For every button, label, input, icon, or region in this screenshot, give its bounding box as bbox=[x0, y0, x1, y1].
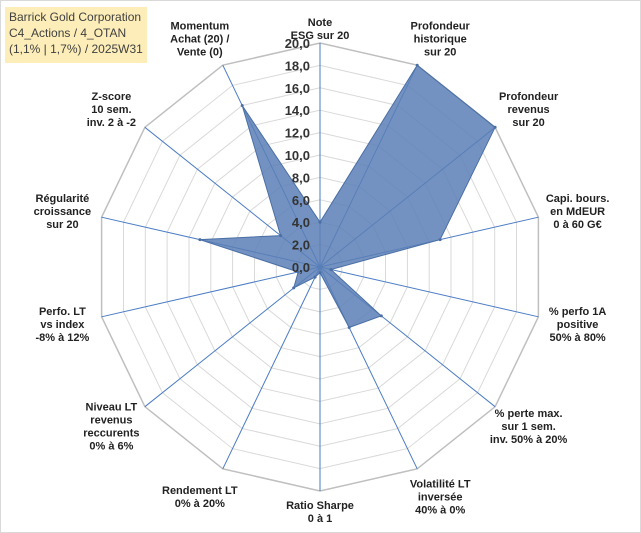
axis-label-1-2: sur 20 bbox=[424, 47, 456, 59]
data-point-8 bbox=[313, 275, 317, 279]
data-point-12 bbox=[279, 234, 283, 238]
axis-spoke-10 bbox=[101, 266, 321, 318]
axis-label-12-1: 10 sem. bbox=[91, 104, 131, 116]
tick-label-0: 0,0 bbox=[292, 260, 310, 275]
tick-label-2: 4,0 bbox=[292, 215, 310, 230]
data-point-2 bbox=[493, 125, 497, 129]
axis-label-6-0: Volatilité LT bbox=[410, 478, 471, 490]
axis-label-5-1: sur 1 sem. bbox=[501, 421, 555, 433]
axis-label-12-0: Z-score bbox=[92, 91, 132, 103]
axis-label-4-2: 50% à 80% bbox=[549, 332, 605, 344]
axis-label-13-1: Achat (20) / bbox=[170, 34, 229, 46]
axis-label-0-0: Note bbox=[308, 17, 332, 29]
chart-title-box: Barrick Gold Corporation C4_Actions / 4_… bbox=[5, 7, 147, 63]
tick-label-3: 6,0 bbox=[292, 193, 310, 208]
tick-label-6: 12,0 bbox=[285, 126, 310, 141]
axis-label-0-1: ESG sur 20 bbox=[291, 30, 350, 42]
tick-label-9: 18,0 bbox=[285, 58, 310, 73]
data-point-10 bbox=[296, 270, 300, 274]
axis-label-2-2: sur 20 bbox=[512, 117, 544, 129]
tick-label-5: 10,0 bbox=[285, 148, 310, 163]
axis-spoke-9 bbox=[144, 266, 321, 408]
axis-label-8-1: 0% à 20% bbox=[175, 498, 225, 510]
tick-label-4: 8,0 bbox=[292, 170, 310, 185]
title-period: (1,1% | 1,7%) / 2025W31 bbox=[9, 42, 143, 56]
tick-label-1: 2,0 bbox=[292, 238, 310, 253]
data-point-0 bbox=[318, 220, 322, 224]
axis-label-5-0: % perte max. bbox=[495, 408, 563, 420]
axis-label-9-0: Niveau LT bbox=[86, 401, 138, 413]
axis-label-3-0: Capi. bours. bbox=[546, 193, 610, 205]
data-point-7 bbox=[318, 271, 322, 275]
axis-label-2-1: revenus bbox=[507, 104, 549, 116]
axis-spoke-8 bbox=[222, 266, 321, 470]
axis-spoke-4 bbox=[319, 266, 539, 318]
title-company: Barrick Gold Corporation bbox=[9, 10, 142, 24]
axis-label-10-0: Perfo. LT bbox=[39, 306, 86, 318]
axis-label-13-2: Vente (0) bbox=[177, 47, 223, 59]
axis-label-7-1: 0 à 1 bbox=[308, 513, 332, 525]
data-point-4 bbox=[329, 268, 333, 271]
axis-label-10-2: -8% à 12% bbox=[35, 332, 89, 344]
axis-label-5-2: inv. 50% à 20% bbox=[490, 434, 568, 446]
data-point-13 bbox=[240, 104, 244, 107]
data-point-9 bbox=[292, 286, 296, 290]
axis-label-3-1: en MdEUR bbox=[550, 206, 605, 218]
axis-label-1-0: Profondeur bbox=[411, 21, 471, 33]
axis-label-7-0: Ratio Sharpe bbox=[286, 500, 354, 512]
axis-label-13-0: Momentum bbox=[170, 21, 229, 33]
axis-label-11-1: croissance bbox=[34, 206, 91, 218]
axis-label-1-1: historique bbox=[414, 34, 467, 46]
axis-label-3-2: 0 à 60 G€ bbox=[553, 219, 601, 231]
axis-label-8-0: Rendement LT bbox=[162, 485, 238, 497]
title-portfolio: C4_Actions / 4_OTAN bbox=[9, 26, 127, 40]
axis-label-12-2: inv. 2 à -2 bbox=[87, 117, 136, 129]
data-point-6 bbox=[347, 326, 351, 329]
data-point-11 bbox=[198, 238, 202, 242]
tick-label-10: 20,0 bbox=[285, 36, 310, 51]
data-point-3 bbox=[438, 238, 442, 242]
axis-label-10-1: vs index bbox=[40, 319, 85, 331]
tick-label-8: 16,0 bbox=[285, 81, 310, 96]
axis-label-11-0: Régularité bbox=[36, 193, 90, 205]
axis-label-4-0: % perfo 1A bbox=[549, 306, 607, 318]
axis-label-4-1: positive bbox=[557, 319, 599, 331]
axis-label-11-2: sur 20 bbox=[46, 219, 78, 231]
tick-label-7: 14,0 bbox=[285, 103, 310, 118]
data-point-5 bbox=[379, 314, 383, 318]
axis-label-2-0: Profondeur bbox=[499, 91, 559, 103]
axis-label-6-2: 40% à 0% bbox=[415, 504, 465, 516]
axis-label-9-3: 0% à 6% bbox=[89, 440, 133, 452]
data-point-1 bbox=[415, 63, 419, 67]
axis-label-6-1: inversée bbox=[418, 491, 463, 503]
axis-label-9-2: reccurents bbox=[83, 427, 139, 439]
axis-label-9-1: revenus bbox=[90, 414, 132, 426]
